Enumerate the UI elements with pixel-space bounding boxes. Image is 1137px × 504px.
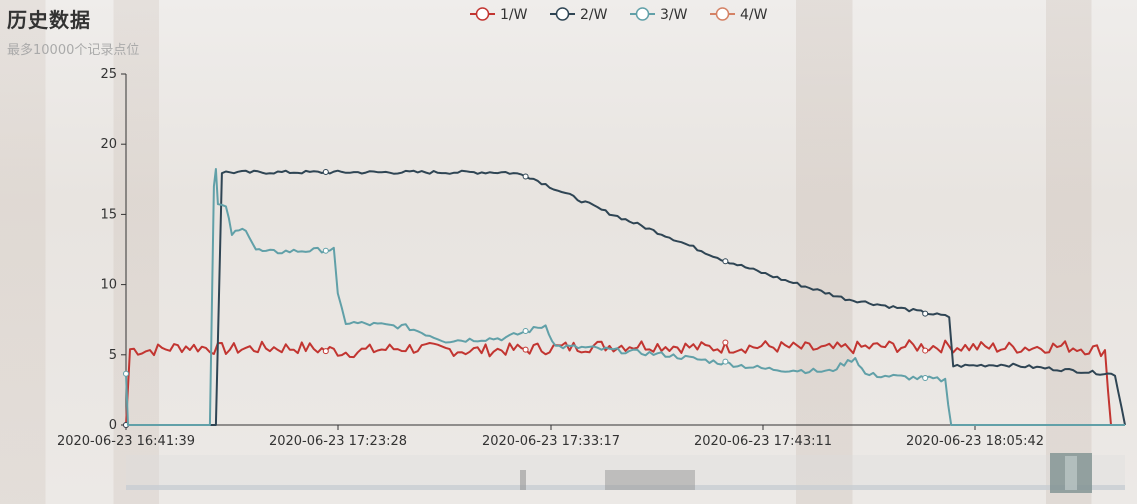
x-tick-label: 2020-06-23 17:33:17 bbox=[482, 434, 620, 449]
series-point bbox=[722, 258, 729, 265]
y-tick-label: 25 bbox=[100, 67, 117, 82]
legend-circle-icon bbox=[555, 7, 570, 21]
chart-subtitle: 最多10000个记录点位 bbox=[7, 43, 140, 58]
x-tick-label: 2020-06-23 18:05:42 bbox=[906, 434, 1044, 449]
legend[interactable]: 1/W 2/W 3/W 4/W bbox=[470, 7, 768, 23]
series-line-2-W bbox=[126, 169, 1126, 426]
legend-item-3-W[interactable]: 3/W bbox=[630, 7, 688, 23]
legend-label: 1/W bbox=[500, 7, 528, 23]
slider-shadow bbox=[605, 470, 695, 490]
legend-circle-icon bbox=[475, 7, 490, 21]
y-tick-label: 5 bbox=[109, 348, 117, 363]
x-tick-label: 2020-06-23 17:43:11 bbox=[694, 434, 832, 449]
series-line-3-W bbox=[125, 168, 1125, 426]
legend-item-1-W[interactable]: 1/W bbox=[470, 7, 528, 23]
chart-title: 历史数据 bbox=[7, 8, 91, 32]
series-point bbox=[322, 348, 329, 355]
legend-circle-icon bbox=[715, 7, 730, 21]
x-tick-label: 2020-06-23 17:23:28 bbox=[269, 434, 407, 449]
y-tick-label: 0 bbox=[109, 418, 117, 433]
series-point bbox=[322, 247, 329, 254]
y-tick-label: 10 bbox=[100, 278, 117, 293]
zoom-slider[interactable] bbox=[126, 453, 1125, 493]
series-point bbox=[322, 168, 329, 175]
legend-circle-icon bbox=[635, 7, 650, 21]
series-point bbox=[522, 327, 529, 334]
series-point bbox=[522, 173, 529, 180]
legend-item-2-W[interactable]: 2/W bbox=[550, 7, 608, 23]
legend-label: 2/W bbox=[580, 7, 608, 23]
x-tick-label: 2020-06-23 16:41:39 bbox=[57, 434, 195, 449]
series-point bbox=[922, 374, 929, 381]
legend-item-4-W[interactable]: 4/W bbox=[710, 7, 768, 23]
legend-label: 4/W bbox=[740, 7, 768, 23]
y-tick-label: 15 bbox=[100, 207, 117, 222]
series-point bbox=[722, 358, 729, 365]
legend-label: 3/W bbox=[660, 7, 688, 23]
series-point bbox=[722, 339, 729, 346]
series-point bbox=[123, 370, 129, 377]
series-line-1-W bbox=[125, 339, 1125, 426]
series-point bbox=[522, 346, 529, 353]
slider-handle-grip bbox=[1065, 456, 1077, 490]
y-tick-label: 20 bbox=[100, 137, 117, 152]
series-lines bbox=[123, 168, 1126, 428]
series-point bbox=[922, 347, 929, 354]
series-point bbox=[922, 310, 929, 317]
slider-shadow bbox=[520, 470, 526, 490]
